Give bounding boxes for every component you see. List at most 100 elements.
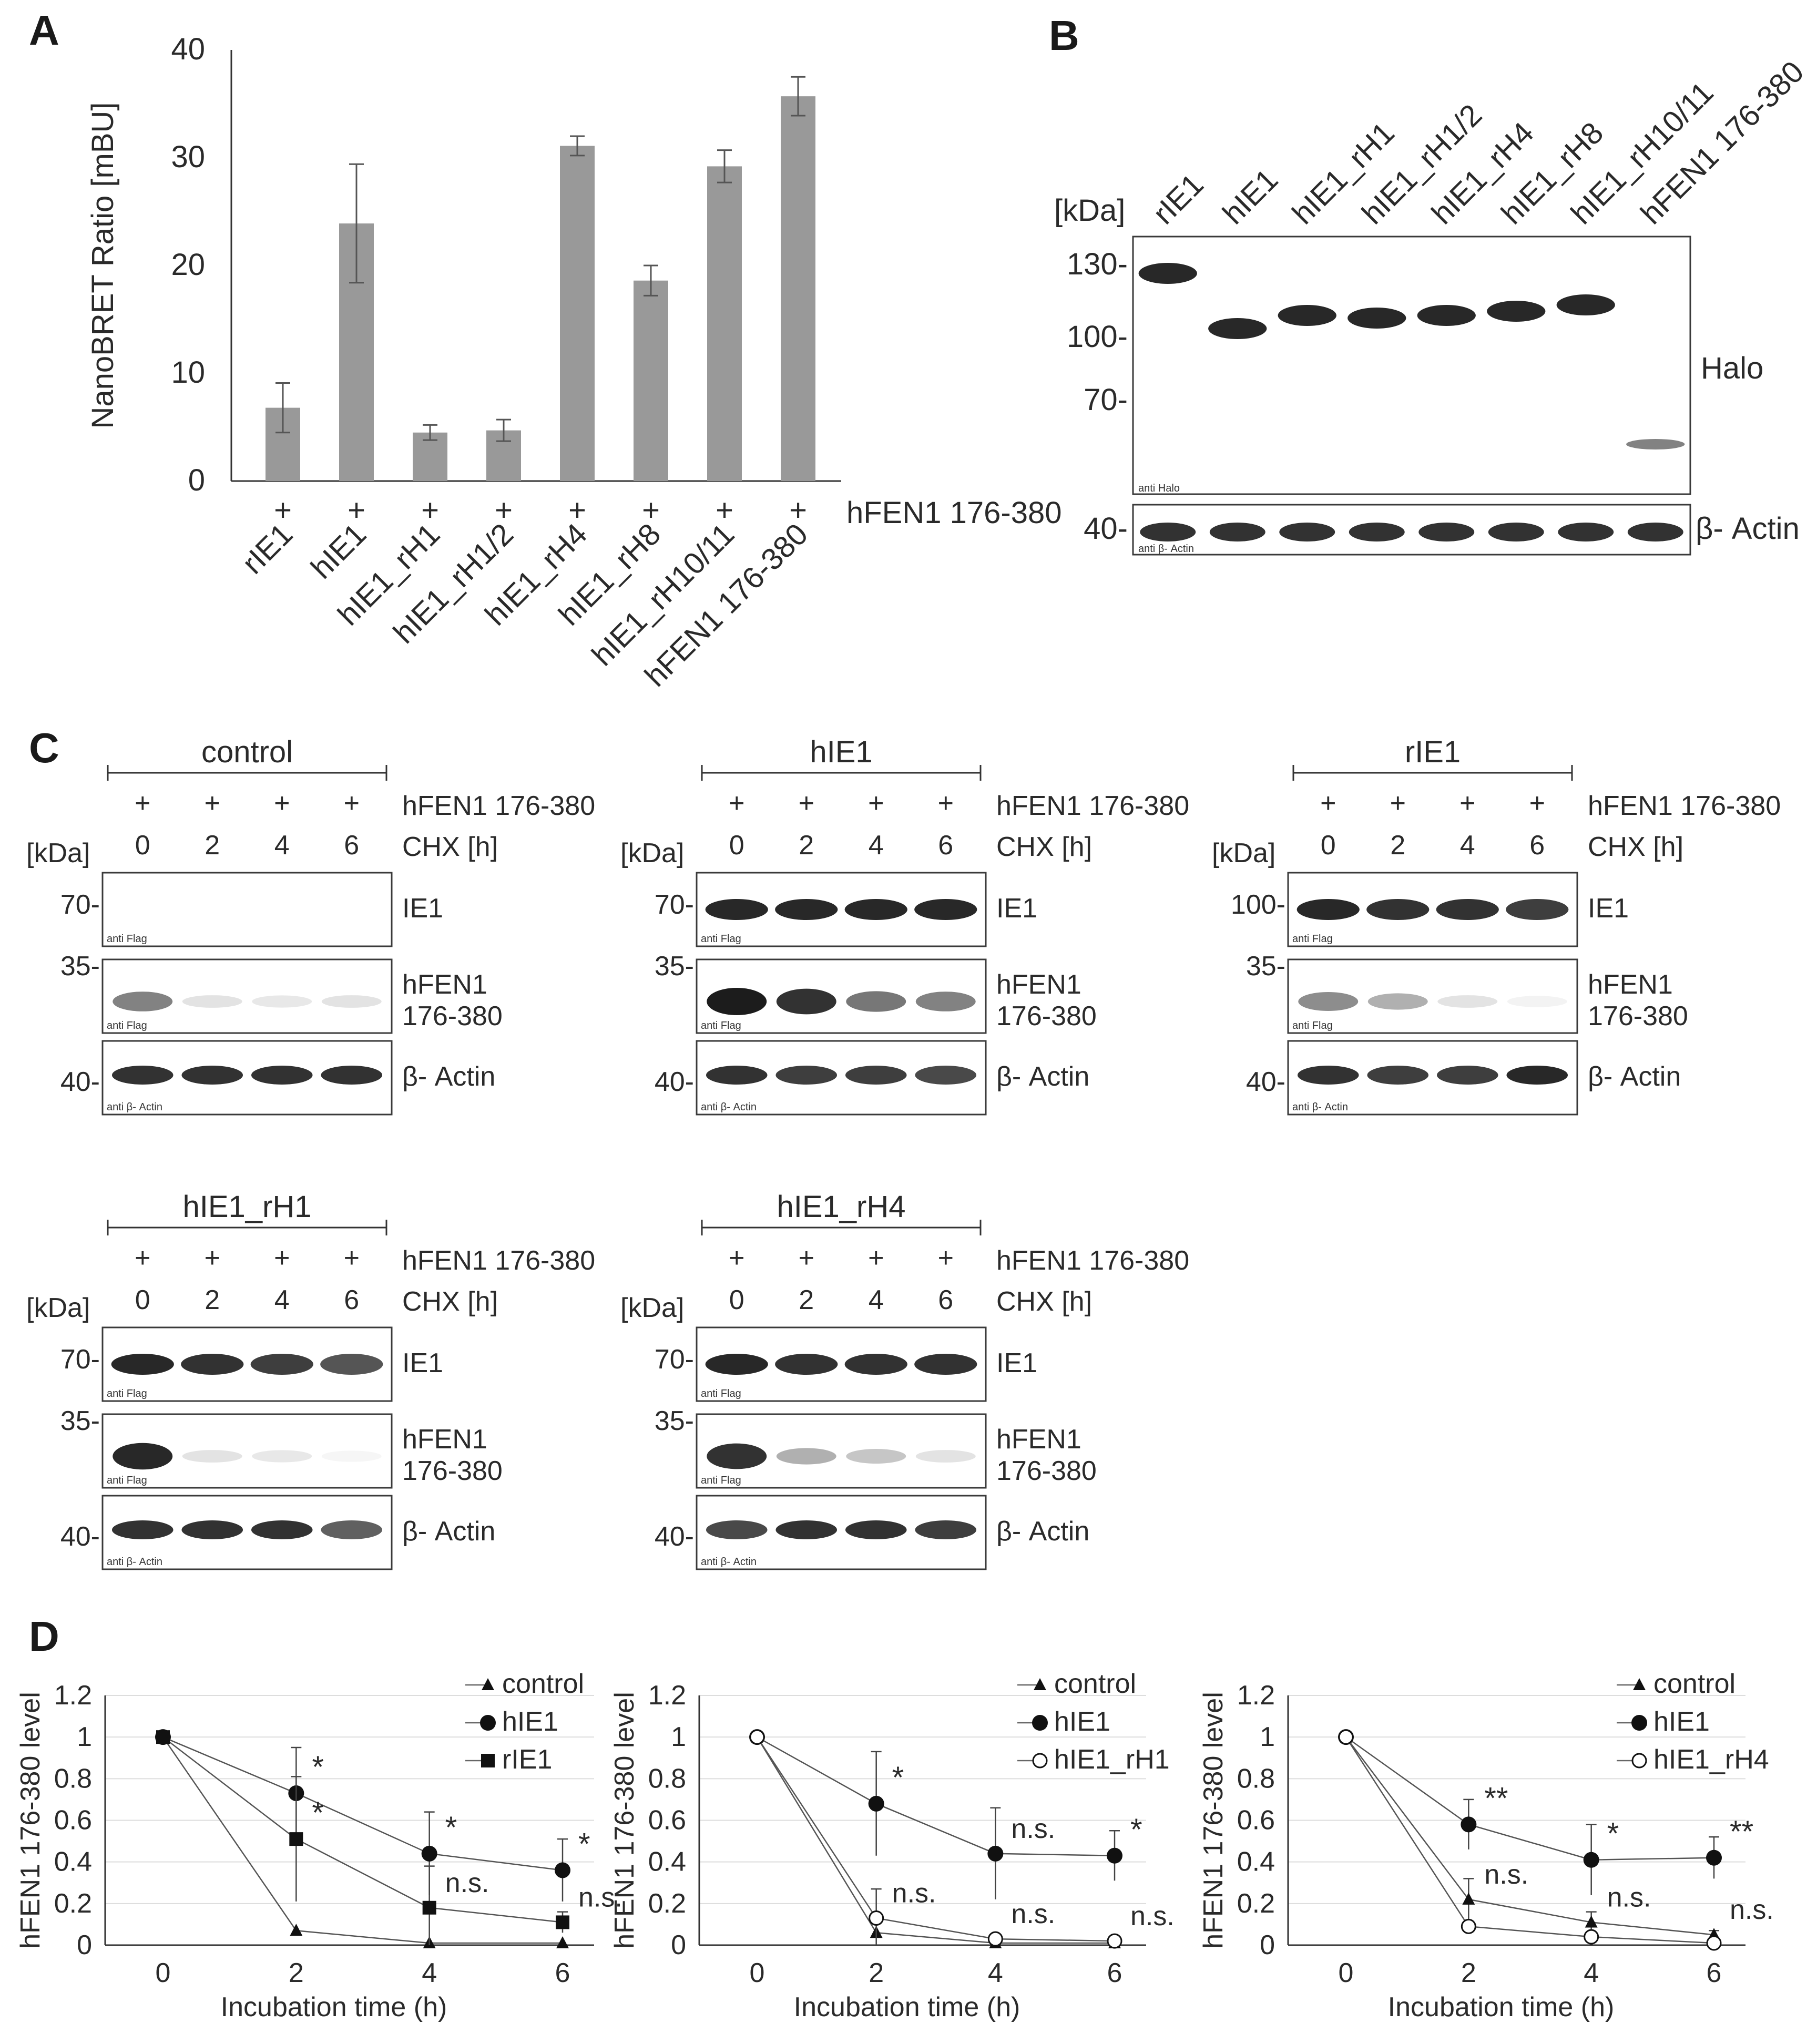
d-data-point [868,1795,884,1812]
c-actin-band [1506,1066,1568,1085]
c-ie1-band [844,899,907,920]
d-legend-label: control [1054,1669,1136,1699]
c-ie1-band [1366,899,1430,920]
a-bar [781,96,815,481]
c-anti-flag-label: anti Flag [107,1388,147,1399]
b-halo-membrane [1132,236,1691,495]
d-significance-label: * [1130,1813,1142,1847]
c-time-label: 6 [938,1285,953,1315]
d-legend-label: hIE1_rH1 [1054,1744,1170,1775]
c-actin-band [321,1066,383,1085]
b-halo-band [1487,301,1546,322]
c-anti-flag-label: anti Flag [107,1020,147,1031]
d-data-point [556,1936,569,1949]
d-significance-label: * [312,1796,324,1830]
c-actin-band [775,1066,838,1085]
panel-label-c: C [29,724,59,771]
c-blot-group: hIE1_rH1 +0 +2 +4 +6 hFEN1 176-380 CHX [h] [kDa… [26,1190,595,1570]
d-y-tick-label: 0.2 [1237,1888,1275,1919]
c-group-title: hIE1 [810,735,872,769]
c-fen1-marker: 35- [655,1406,694,1436]
d-data-point [156,1730,170,1744]
c-time-label: 2 [1390,830,1405,861]
d-y-tick-label: 0.6 [54,1805,92,1836]
c-fen1-band [707,988,767,1015]
d-significance-label: n.s. [578,1882,622,1913]
c-fen1-label-line2: 176-380 [402,1001,503,1031]
d-significance-label: n.s. [892,1878,936,1909]
d-y-tick-label: 1.2 [648,1680,686,1711]
c-blot-group: control +0 +2 +4 +6 hFEN1 176-380 CHX [h] [kDa]… [26,735,595,1116]
panel-label-b: B [1049,12,1079,59]
c-anti-actin-label: anti β- Actin [701,1101,757,1113]
c-anti-flag-label: anti Flag [701,1020,741,1031]
b-halo-band [1556,294,1615,315]
b-marker-label: 100- [1067,320,1128,354]
d-data-point [422,1900,436,1915]
c-fen1-label-line2: 176-380 [996,1001,1097,1031]
c-time-label: 4 [869,830,884,861]
c-ie1-band [181,1354,244,1375]
a-plus-sign: + [789,493,807,527]
d-series-line [756,1736,1115,1942]
c-plus-sign: + [135,1243,150,1273]
c-actin-band [915,1520,977,1539]
d-data-point [1462,1892,1475,1905]
d-y-tick-label: 0.4 [54,1847,92,1877]
a-plus-sign: + [716,493,733,527]
panel-c-western-blots: control +0 +2 +4 +6 hFEN1 176-380 CHX [h] [kDa]… [26,735,1781,1570]
c-plus-sign: + [1390,788,1406,819]
a-plus-sign: + [421,493,439,527]
d-legend-label: hIE1_rH4 [1653,1744,1769,1775]
c-ie1-label: IE1 [996,893,1037,924]
d-y-tick-label: 0.8 [54,1763,92,1794]
d-legend-label: control [1653,1669,1736,1699]
d-line-chart: 0 0.2 0.4 0.6 0.8 1 1.2 0 2 4 6 Incubation time (h)… [609,1669,1175,2022]
d-series-line [162,1736,563,1944]
b-anti-halo-label: anti Halo [1138,483,1180,494]
c-ie1-band [844,1354,907,1375]
a-bar [560,146,595,481]
d-legend-marker [1032,1715,1048,1731]
c-actin-band [321,1520,383,1539]
b-actin-band [1349,523,1405,541]
c-plus-sign: + [729,788,744,819]
d-significance-label: * [892,1761,904,1795]
c-time-label: 2 [205,1285,220,1315]
c-fen1-label-line2: 176-380 [1588,1001,1688,1031]
b-halo-label: Halo [1701,351,1763,385]
a-plus-sign: + [495,493,513,527]
a-y-tick-label: 20 [171,248,205,282]
d-x-axis-label: Incubation time (h) [794,1992,1020,2022]
d-data-point [1706,1935,1722,1951]
c-ie1-marker: 70- [655,1344,694,1375]
d-significance-label: n.s. [1011,1814,1055,1844]
c-fen1-band [846,1449,906,1464]
c-ie1-label: IE1 [1588,893,1629,924]
c-plus-sign: + [205,1243,220,1273]
c-fen1-band [252,1450,312,1463]
c-actin-band [915,1066,977,1085]
c-group-title: hIE1_rH4 [777,1190,905,1224]
c-ie1-band [775,899,838,920]
a-plus-sign: + [348,493,365,527]
d-legend-label: hIE1 [502,1706,558,1737]
d-data-point [290,1924,303,1936]
c-anti-flag-label: anti Flag [701,1388,741,1399]
d-y-tick-label: 1.2 [54,1680,92,1711]
d-series-line [162,1736,563,1923]
d-series-line [1345,1736,1714,1861]
d-x-tick-label: 2 [869,1958,884,1988]
c-plus-sign: + [1320,788,1336,819]
c-ie1-band [1436,899,1499,920]
c-fen1-band [846,991,906,1012]
d-data-point [289,1832,303,1846]
c-fen1-band [1437,995,1498,1008]
c-fen1-band [707,1443,767,1469]
d-significance-label: * [578,1827,590,1862]
d-x-tick-label: 6 [1107,1958,1122,1988]
c-actin-band [706,1520,768,1539]
d-x-tick-label: 4 [422,1958,437,1988]
c-hfen1-label: hFEN1 176-380 [402,1245,595,1276]
